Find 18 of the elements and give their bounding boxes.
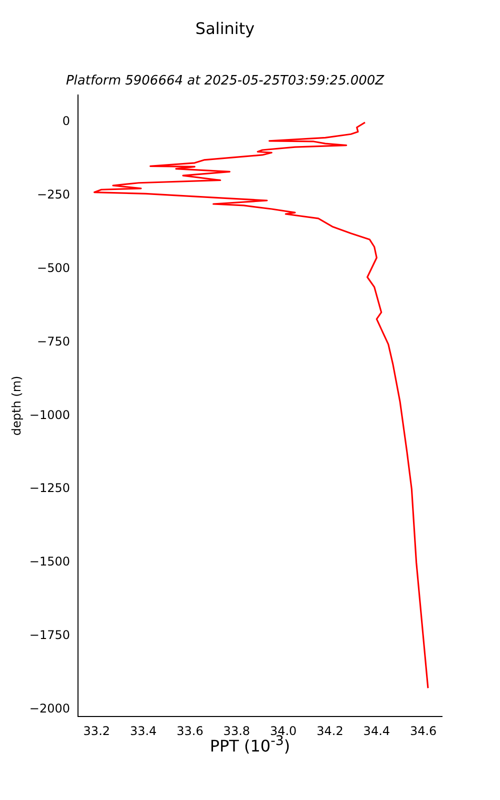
x-tick-label: 33.2 [83, 724, 110, 738]
y-tick-label: −500 [37, 261, 70, 276]
y-tick-label: −250 [37, 188, 70, 202]
y-axis-title: depth (m) [9, 376, 24, 436]
x-tick-label: 33.4 [130, 724, 157, 738]
y-tick-label: −2000 [29, 701, 70, 716]
y-tick-label: −750 [37, 334, 70, 348]
y-tick-label: −1500 [29, 554, 70, 569]
x-tick-label: 34.2 [316, 724, 344, 738]
y-tick-label: 0 [62, 114, 70, 128]
x-tick-label: 34.6 [410, 724, 437, 738]
y-tick-label: −1750 [29, 628, 70, 642]
chart-title: Salinity [195, 18, 255, 38]
chart-subtitle: Platform 5906664 at 2025-05-25T03:59:25.000Z [66, 73, 386, 88]
y-tick-label: −1250 [29, 481, 70, 496]
x-tick-label: 33.6 [176, 724, 204, 738]
y-tick-label: −1000 [29, 408, 70, 422]
x-tick-label: 34.4 [363, 724, 390, 738]
